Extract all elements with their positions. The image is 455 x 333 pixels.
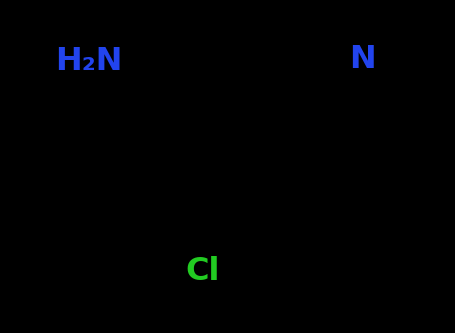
Text: H₂N: H₂N: [55, 46, 122, 77]
Text: N: N: [349, 44, 375, 76]
Text: Cl: Cl: [185, 256, 220, 287]
